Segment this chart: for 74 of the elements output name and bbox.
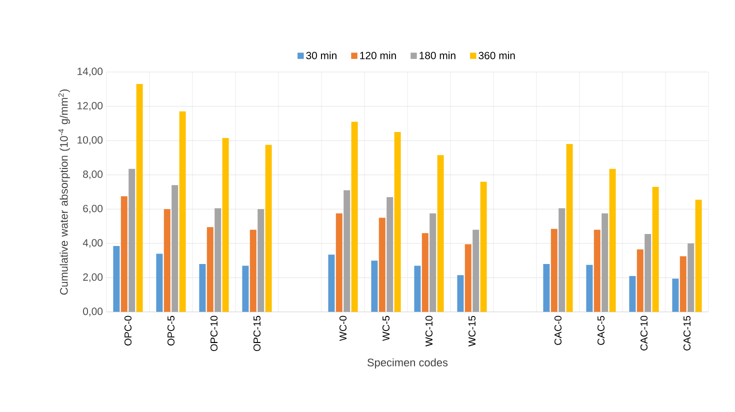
x-tick-label: OPC-5 — [167, 316, 175, 346]
y-tick-label: 8,00 — [83, 170, 103, 180]
bar — [156, 254, 163, 312]
bar — [558, 208, 566, 312]
y-tick-label: 14,00 — [78, 68, 103, 76]
bar — [602, 213, 608, 312]
bar — [386, 197, 394, 312]
bar — [688, 243, 694, 312]
bar — [199, 264, 206, 312]
bar — [164, 209, 170, 312]
bar — [328, 254, 335, 312]
y-tick-label: 4,00 — [82, 239, 103, 248]
bar — [336, 213, 342, 312]
bar — [378, 218, 386, 312]
x-tick-label: OPC-0 — [124, 316, 132, 346]
bar — [609, 168, 616, 312]
bar — [113, 246, 120, 312]
bar — [206, 227, 214, 312]
bar — [414, 266, 421, 312]
bar — [680, 256, 686, 312]
x-tick-label: WC-10 — [425, 316, 433, 346]
bar — [214, 208, 222, 312]
bar — [265, 144, 272, 312]
bar — [120, 196, 128, 312]
x-tick-label: CAC-0 — [554, 316, 562, 345]
bar — [644, 234, 652, 312]
x-tick-label: WC-0 — [339, 316, 347, 341]
bar — [636, 249, 644, 312]
bar — [672, 278, 679, 312]
x-axis-title: Specimen codes — [367, 358, 448, 369]
bar — [586, 264, 593, 312]
bar — [344, 190, 350, 312]
y-tick-label: 0,00 — [83, 308, 103, 316]
y-tick-label: 12,00 — [78, 102, 103, 111]
bar — [371, 260, 378, 312]
legend-label: 30 min — [306, 52, 336, 60]
bar — [258, 209, 264, 312]
x-tick-label: OPC-15 — [253, 316, 261, 352]
bar — [550, 228, 558, 312]
bar — [543, 264, 550, 312]
bar — [422, 233, 428, 312]
x-tick-label: OPC-10 — [210, 316, 218, 352]
bar — [430, 213, 436, 312]
bar — [652, 186, 659, 312]
bar — [136, 84, 143, 312]
bar — [128, 168, 136, 312]
bar — [594, 230, 600, 312]
x-tick-label: WC-15 — [468, 316, 476, 346]
bar — [351, 122, 358, 312]
bar — [629, 276, 636, 312]
bar — [394, 132, 401, 312]
bar — [222, 138, 229, 312]
bar — [695, 200, 702, 312]
bar — [172, 185, 178, 312]
legend-label: 360 min — [478, 52, 515, 60]
bar — [566, 144, 573, 312]
bar — [437, 155, 444, 312]
bar — [480, 182, 487, 312]
bar — [464, 244, 472, 312]
y-axis-title: Cumulative water absorption (10$^{-4}$ g/mm$^{2}$) — [58, 89, 70, 295]
x-tick-label: CAC-5 — [597, 316, 605, 345]
legend-label: 180 min — [420, 52, 456, 60]
x-tick-label: WC-5 — [382, 316, 390, 341]
x-tick-label: CAC-10 — [640, 316, 648, 350]
bar — [457, 275, 464, 312]
legend-label: 120 min — [360, 52, 396, 60]
y-tick-label: 2,00 — [83, 273, 103, 282]
y-tick-label: 6,00 — [83, 204, 103, 214]
bar — [242, 266, 249, 312]
x-tick-label: CAC-15 — [683, 316, 691, 350]
bar — [179, 111, 186, 312]
bar — [250, 230, 256, 312]
bar — [472, 230, 480, 312]
y-tick-label: 10,00 — [78, 136, 103, 145]
